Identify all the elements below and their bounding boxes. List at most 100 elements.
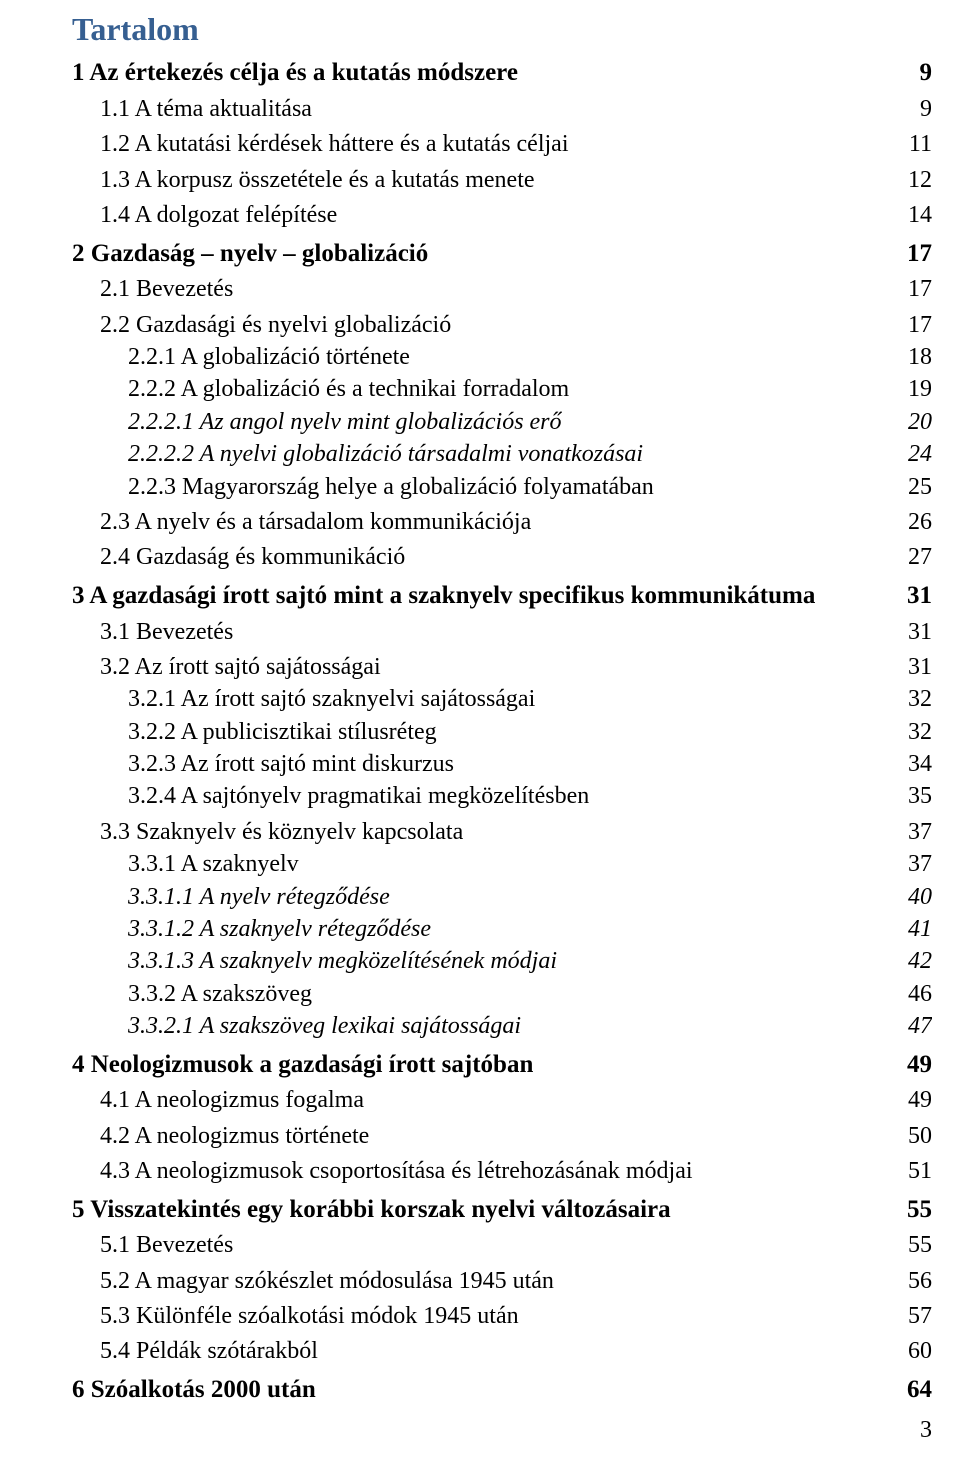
toc-entry-label: 2.2.2.1 Az angol nyelv mint globalizáció… — [128, 406, 562, 438]
toc-entry-label: 5 Visszatekintés egy korábbi korszak nye… — [72, 1193, 671, 1227]
toc-entry-page: 56 — [904, 1265, 932, 1297]
toc-entry-page: 26 — [904, 506, 932, 538]
toc-entry-label: 6 Szóalkotás 2000 után — [72, 1373, 316, 1407]
toc-entry: 2 Gazdaság – nyelv – globalizáció17 — [72, 237, 932, 271]
toc-entry: 2.2.2.2 A nyelvi globalizáció társadalmi… — [128, 438, 932, 470]
toc-entry-label: 3.3 Szaknyelv és köznyelv kapcsolata — [100, 816, 463, 848]
toc-entry-label: 2.2.1 A globalizáció története — [128, 341, 410, 373]
toc-entry: 2.2.3 Magyarország helye a globalizáció … — [128, 471, 932, 503]
toc-entry: 4 Neologizmusok a gazdasági írott sajtób… — [72, 1048, 932, 1082]
toc-entry: 3.2 Az írott sajtó sajátosságai31 — [100, 651, 932, 683]
toc-entry-page: 57 — [904, 1300, 932, 1332]
toc-entry-page: 49 — [903, 1048, 932, 1082]
toc-entry: 1 Az értekezés célja és a kutatás módsze… — [72, 56, 932, 90]
toc-entry: 3.3.1.1 A nyelv rétegződése 40 — [128, 881, 932, 913]
toc-entry: 5.3 Különféle szóalkotási módok 1945 utá… — [100, 1300, 932, 1332]
toc-entry-label: 3 A gazdasági írott sajtó mint a szaknye… — [72, 579, 815, 613]
toc-entry: 3.1 Bevezetés 31 — [100, 616, 932, 648]
toc-entry: 4.2 A neologizmus története 50 — [100, 1120, 932, 1152]
toc-entry-page: 55 — [903, 1193, 932, 1227]
toc-entry: 5 Visszatekintés egy korábbi korszak nye… — [72, 1193, 932, 1227]
page-number: 3 — [920, 1414, 932, 1446]
toc-entry: 5.4 Példák szótárakból60 — [100, 1335, 932, 1367]
toc-entry-label: 2.2.2.2 A nyelvi globalizáció társadalmi… — [128, 438, 643, 470]
toc-entry-page: 12 — [904, 164, 932, 196]
toc-entry: 2.4 Gazdaság és kommunikáció 27 — [100, 541, 932, 573]
toc-entry: 2.2.2 A globalizáció és a technikai forr… — [128, 373, 932, 405]
toc-entry-label: 3.3.2.1 A szakszöveg lexikai sajátossága… — [128, 1010, 521, 1042]
toc-entry-page: 17 — [904, 273, 932, 305]
toc-entry-label: 2.1 Bevezetés — [100, 273, 233, 305]
toc-entry-page: 25 — [904, 471, 932, 503]
toc-entry-page: 35 — [904, 780, 932, 812]
toc-entry: 2.3 A nyelv és a társadalom kommunikáció… — [100, 506, 932, 538]
toc-entry-label: 2.4 Gazdaság és kommunikáció — [100, 541, 405, 573]
toc-entry: 3.2.3 Az írott sajtó mint diskurzus 34 — [128, 748, 932, 780]
toc-entry-label: 3.3.1.3 A szaknyelv megközelítésének mód… — [128, 945, 557, 977]
toc-entry-label: 5.2 A magyar szókészlet módosulása 1945 … — [100, 1265, 554, 1297]
toc-entry-page: 27 — [904, 541, 932, 573]
toc-entry-page: 32 — [904, 683, 932, 715]
toc-entry-label: 3.2.2 A publicisztikai stílusréteg — [128, 716, 437, 748]
toc-entry-page: 42 — [904, 945, 932, 977]
toc-entry-page: 20 — [904, 406, 932, 438]
toc-entry-page: 50 — [904, 1120, 932, 1152]
toc-entry-page: 37 — [904, 848, 932, 880]
toc-entry: 3.3.2 A szakszöveg46 — [128, 978, 932, 1010]
toc-entry-label: 3.2.3 Az írott sajtó mint diskurzus — [128, 748, 454, 780]
toc-entry: 3.3.1.3 A szaknyelv megközelítésének mód… — [128, 945, 932, 977]
toc-entry-page: 51 — [904, 1155, 932, 1187]
toc-entry-label: 4.3 A neologizmusok csoportosítása és lé… — [100, 1155, 693, 1187]
toc-entry: 4.1 A neologizmus fogalma49 — [100, 1084, 932, 1116]
toc-entry: 2.2 Gazdasági és nyelvi globalizáció17 — [100, 309, 932, 341]
toc-entry: 1.4 A dolgozat felépítése14 — [100, 199, 932, 231]
toc-entry-label: 5.1 Bevezetés — [100, 1229, 233, 1261]
toc-entry-page: 31 — [904, 616, 932, 648]
toc-entry-label: 2.2.3 Magyarország helye a globalizáció … — [128, 471, 654, 503]
toc-entry: 2.2.1 A globalizáció története 18 — [128, 341, 932, 373]
toc-entry-label: 2.2.2 A globalizáció és a technikai forr… — [128, 373, 569, 405]
toc-entry-label: 1.2 A kutatási kérdések háttere és a kut… — [100, 128, 569, 160]
toc-entry-label: 4.1 A neologizmus fogalma — [100, 1084, 364, 1116]
toc-entry: 5.2 A magyar szókészlet módosulása 1945 … — [100, 1265, 932, 1297]
toc-entry-label: 1 Az értekezés célja és a kutatás módsze… — [72, 56, 518, 90]
toc-entry-page: 37 — [904, 816, 932, 848]
toc-entry: 2.1 Bevezetés 17 — [100, 273, 932, 305]
toc-entry-label: 1.1 A téma aktualitása — [100, 93, 312, 125]
toc-entry-label: 4 Neologizmusok a gazdasági írott sajtób… — [72, 1048, 533, 1082]
toc-entry-label: 3.3.1.2 A szaknyelv rétegződése — [128, 913, 431, 945]
toc-entry-page: 40 — [904, 881, 932, 913]
toc-entry-label: 5.4 Példák szótárakból — [100, 1335, 318, 1367]
toc-entry: 1.2 A kutatási kérdések háttere és a kut… — [100, 128, 932, 160]
toc-entry: 3.3 Szaknyelv és köznyelv kapcsolata 37 — [100, 816, 932, 848]
toc-entry-label: 3.3.2 A szakszöveg — [128, 978, 312, 1010]
toc-entry-page: 31 — [904, 651, 932, 683]
toc-entry-page: 19 — [904, 373, 932, 405]
toc-entry-label: 3.2.4 A sajtónyelv pragmatikai megközelí… — [128, 780, 589, 812]
toc-entry-page: 11 — [905, 128, 932, 160]
toc-entry-label: 2.2 Gazdasági és nyelvi globalizáció — [100, 309, 451, 341]
toc-entry: 3.2.1 Az írott sajtó szaknyelvi sajátoss… — [128, 683, 932, 715]
toc-entry-label: 2 Gazdaság – nyelv – globalizáció — [72, 237, 428, 271]
toc-entry-label: 4.2 A neologizmus története — [100, 1120, 369, 1152]
toc-entry-label: 3.3.1 A szaknyelv — [128, 848, 299, 880]
toc-entry-label: 3.2.1 Az írott sajtó szaknyelvi sajátoss… — [128, 683, 535, 715]
toc-entry: 3.3.2.1 A szakszöveg lexikai sajátossága… — [128, 1010, 932, 1042]
toc-entry-label: 1.4 A dolgozat felépítése — [100, 199, 337, 231]
toc-entry-page: 47 — [904, 1010, 932, 1042]
toc-entry: 3.2.2 A publicisztikai stílusréteg32 — [128, 716, 932, 748]
toc-entry: 3.3.1.2 A szaknyelv rétegződése 41 — [128, 913, 932, 945]
toc-entry: 3 A gazdasági írott sajtó mint a szaknye… — [72, 579, 932, 613]
toc-title: Tartalom — [72, 8, 932, 51]
toc-entry: 3.2.4 A sajtónyelv pragmatikai megközelí… — [128, 780, 932, 812]
toc-entry-label: 3.1 Bevezetés — [100, 616, 233, 648]
toc-entry-page: 34 — [904, 748, 932, 780]
toc-entry: 5.1 Bevezetés55 — [100, 1229, 932, 1261]
toc-entry-label: 3.3.1.1 A nyelv rétegződése — [128, 881, 390, 913]
toc-entry-label: 1.3 A korpusz összetétele és a kutatás m… — [100, 164, 535, 196]
toc-entry: 6 Szóalkotás 2000 után64 — [72, 1373, 932, 1407]
toc-entry-page: 41 — [904, 913, 932, 945]
toc-entry-page: 31 — [903, 579, 932, 613]
toc-entry-page: 18 — [904, 341, 932, 373]
toc-entry-page: 9 — [916, 93, 932, 125]
